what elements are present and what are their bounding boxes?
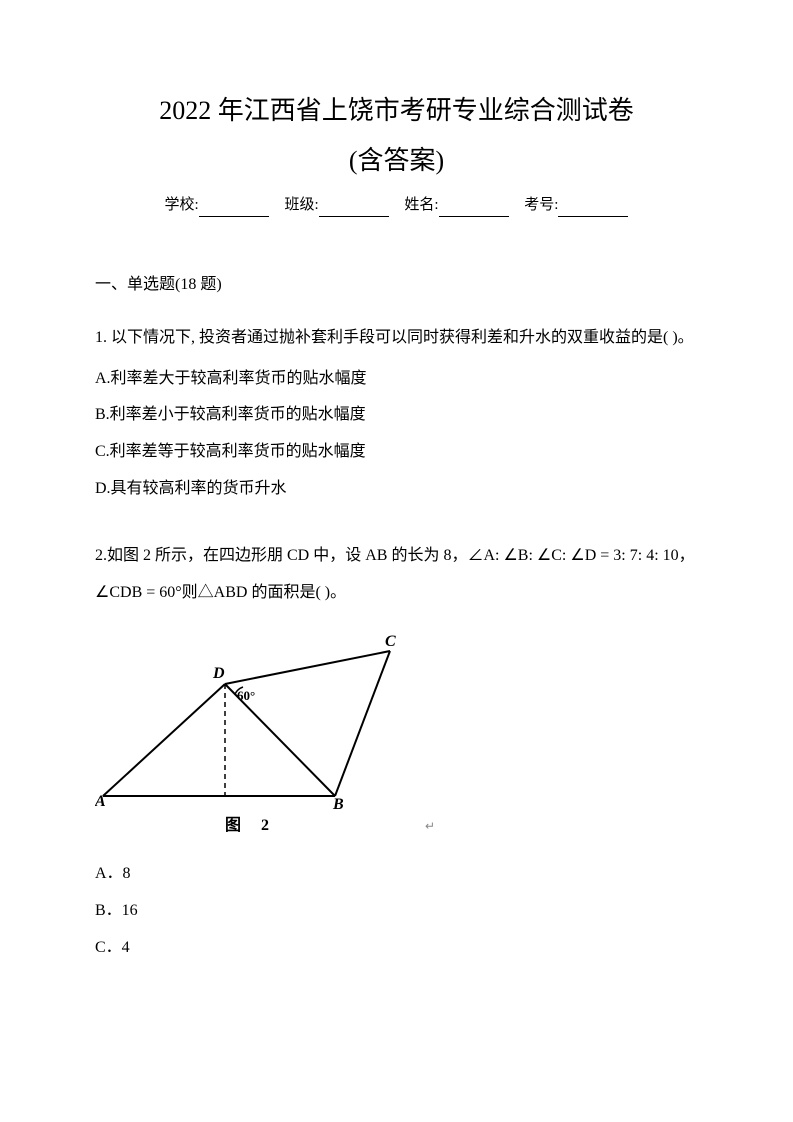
q1-option-d: D.具有较高利率的货币升水	[95, 471, 698, 508]
question-2: 2.如图 2 所示，在四边形朋 CD 中，设 AB 的长为 8，∠A: ∠B: …	[95, 538, 698, 967]
q2-option-c: C．4	[95, 930, 698, 967]
question-2-text: 2.如图 2 所示，在四边形朋 CD 中，设 AB 的长为 8，∠A: ∠B: …	[95, 538, 698, 612]
student-info-line: 学校: 班级: 姓名: 考号:	[95, 193, 698, 217]
section-heading: 一、单选题(18 题)	[95, 272, 698, 298]
school-label: 学校:	[165, 197, 199, 213]
document-subtitle: (含答案)	[95, 140, 698, 182]
question-1-text: 1. 以下情况下, 投资者通过抛补套利手段可以同时获得利差和升水的双重收益的是(…	[95, 320, 698, 357]
geometry-figure: A B C D 60°	[95, 626, 425, 821]
vertex-c-label: C	[385, 633, 396, 650]
q2-option-b: B．16	[95, 893, 698, 930]
edge-da	[103, 684, 225, 796]
document-title: 2022 年江西省上饶市考研专业综合测试卷	[95, 90, 698, 132]
id-label: 考号:	[524, 197, 558, 213]
vertex-a-label: A	[95, 793, 106, 810]
figure-caption: 图 2	[225, 808, 277, 845]
q1-option-b: B.利率差小于较高利率货币的贴水幅度	[95, 397, 698, 434]
q2-option-a: A．8	[95, 856, 698, 893]
q1-option-a: A.利率差大于较高利率货币的贴水幅度	[95, 361, 698, 398]
school-blank[interactable]	[199, 199, 269, 217]
q1-option-c: C.利率差等于较高利率货币的贴水幅度	[95, 434, 698, 471]
edge-cd	[225, 651, 390, 684]
class-label: 班级:	[284, 197, 318, 213]
question-1: 1. 以下情况下, 投资者通过抛补套利手段可以同时获得利差和升水的双重收益的是(…	[95, 320, 698, 508]
name-blank[interactable]	[439, 199, 509, 217]
cursor-icon: ↵	[425, 813, 435, 841]
vertex-d-label: D	[212, 665, 225, 682]
edge-bc	[335, 651, 390, 796]
vertex-b-label: B	[332, 796, 344, 813]
name-label: 姓名:	[404, 197, 438, 213]
class-blank[interactable]	[319, 199, 389, 217]
id-blank[interactable]	[558, 199, 628, 217]
q2-diagram: A B C D 60° 图 2 ↵	[95, 626, 425, 846]
angle-60-label: 60°	[237, 688, 255, 703]
